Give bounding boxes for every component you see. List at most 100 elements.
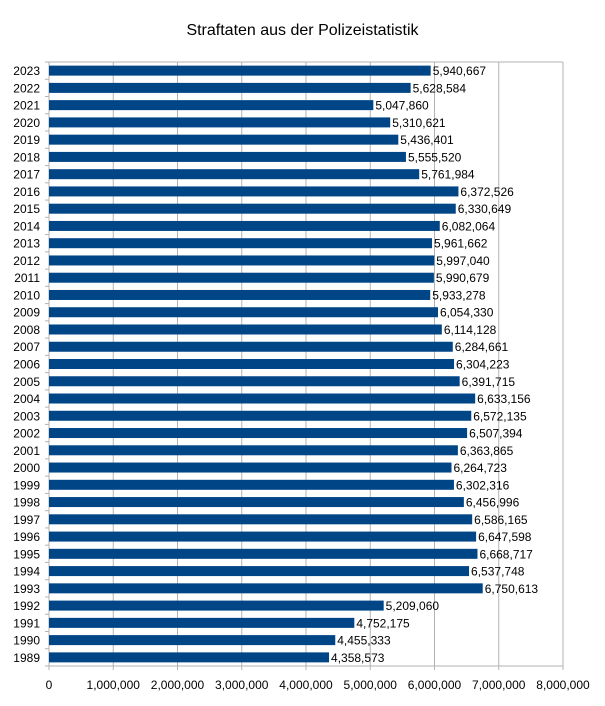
bar-2004: [49, 393, 476, 404]
y-tick-label: 2001: [13, 444, 40, 458]
bar-2018: [49, 151, 406, 162]
bar-2009: [49, 307, 438, 318]
y-tick-label: 2010: [13, 288, 40, 302]
y-tick-label: 2000: [13, 461, 40, 475]
data-label: 5,209,060: [386, 599, 440, 613]
bar-2000: [49, 462, 452, 473]
data-label: 6,114,128: [444, 323, 497, 337]
y-tick-label: 2021: [13, 99, 40, 113]
y-tick-label: 2009: [13, 306, 40, 320]
data-label: 5,761,984: [421, 168, 475, 182]
bar-2006: [49, 359, 455, 369]
data-label: 6,284,661: [455, 340, 509, 354]
bar-1999: [49, 479, 454, 490]
y-tick-label: 2019: [13, 133, 40, 147]
y-tick-label: 2013: [13, 237, 40, 251]
data-label: 5,310,621: [392, 116, 446, 130]
data-label: 5,436,401: [400, 133, 454, 147]
bar-1997: [49, 514, 473, 525]
bar-2019: [49, 134, 399, 145]
data-label: 6,082,064: [442, 219, 496, 233]
data-label: 6,750,613: [485, 582, 539, 596]
bar-2013: [49, 238, 433, 249]
bar-2008: [49, 324, 442, 335]
data-label: 6,456,996: [466, 496, 520, 510]
data-label: 6,302,316: [456, 478, 510, 492]
x-tick-label: 1,000,000: [87, 678, 141, 692]
y-tick-label: 2005: [13, 375, 40, 389]
bar-2002: [49, 428, 468, 439]
data-label: 6,572,135: [473, 409, 527, 423]
bar-2020: [49, 117, 391, 128]
data-label: 5,940,667: [433, 64, 487, 78]
bar-1994: [49, 566, 470, 577]
data-label: 6,507,394: [469, 427, 523, 441]
y-tick-label: 2014: [13, 219, 40, 233]
y-tick-label: 2004: [13, 392, 40, 406]
data-label: 6,647,598: [478, 530, 532, 544]
y-tick-label: 1999: [13, 478, 40, 492]
bar-1993: [49, 583, 483, 594]
y-tick-label: 2002: [13, 427, 40, 441]
data-label: 5,990,679: [436, 271, 490, 285]
bar-2010: [49, 289, 431, 300]
bar-1990: [49, 635, 336, 646]
y-tick-label: 1998: [13, 496, 40, 510]
bar-2007: [49, 341, 453, 352]
chart-title: Straftaten aus der Polizeistatistik: [186, 22, 419, 39]
y-tick-label: 1996: [13, 530, 40, 544]
y-tick-label: 2006: [13, 358, 40, 372]
data-label: 4,455,333: [337, 634, 391, 648]
x-tick-label: 7,000,000: [472, 678, 526, 692]
y-tick-label: 1995: [13, 547, 40, 561]
x-tick-label: 8,000,000: [536, 678, 590, 692]
bar-2017: [49, 169, 420, 180]
data-label: 5,555,520: [408, 150, 462, 164]
bar-2023: [49, 65, 431, 76]
y-tick-label: 2017: [13, 168, 40, 182]
bar-2012: [49, 255, 435, 266]
data-label: 6,633,156: [477, 392, 531, 406]
bar-1989: [49, 652, 330, 663]
bar-2003: [49, 410, 472, 421]
bar-1996: [49, 531, 477, 542]
x-tick-label: 2,000,000: [151, 678, 205, 692]
y-tick-label: 2016: [13, 185, 40, 199]
data-label: 6,363,865: [460, 444, 514, 458]
bar-2022: [49, 82, 411, 93]
data-label: 5,047,860: [375, 99, 429, 113]
bar-1998: [49, 497, 464, 508]
bar-2011: [49, 272, 434, 283]
y-tick-label: 2020: [13, 116, 40, 130]
data-label: 6,372,526: [460, 185, 514, 199]
y-tick-label: 2023: [13, 64, 40, 78]
y-tick-label: 1997: [13, 513, 40, 527]
bar-2021: [49, 100, 374, 111]
bar-2001: [49, 445, 458, 456]
y-tick-label: 1993: [13, 582, 40, 596]
y-tick-label: 2003: [13, 409, 40, 423]
data-label: 4,752,175: [356, 616, 410, 630]
data-label: 5,628,584: [413, 81, 467, 95]
data-label: 6,264,723: [454, 461, 508, 475]
bar-2016: [49, 186, 459, 197]
y-tick-label: 2011: [14, 271, 40, 285]
data-label: 6,391,715: [462, 375, 516, 389]
bar-2014: [49, 220, 440, 231]
y-tick-label: 1992: [13, 599, 40, 613]
y-tick-label: 1994: [13, 565, 40, 579]
y-tick-label: 1991: [13, 616, 40, 630]
y-tick-label: 2008: [13, 323, 40, 337]
data-label: 5,933,278: [432, 288, 486, 302]
y-tick-label: 1990: [13, 634, 40, 648]
x-tick-label: 4,000,000: [279, 678, 333, 692]
x-tick-label: 0: [46, 678, 53, 692]
y-tick-label: 2007: [13, 340, 40, 354]
data-label: 4,358,573: [331, 651, 385, 665]
y-tick-label: 2012: [13, 254, 40, 268]
y-tick-label: 2015: [13, 202, 40, 216]
data-label: 6,537,748: [471, 565, 525, 579]
data-label: 5,997,040: [436, 254, 490, 268]
data-label: 6,586,165: [474, 513, 528, 527]
x-tick-label: 3,000,000: [215, 678, 269, 692]
